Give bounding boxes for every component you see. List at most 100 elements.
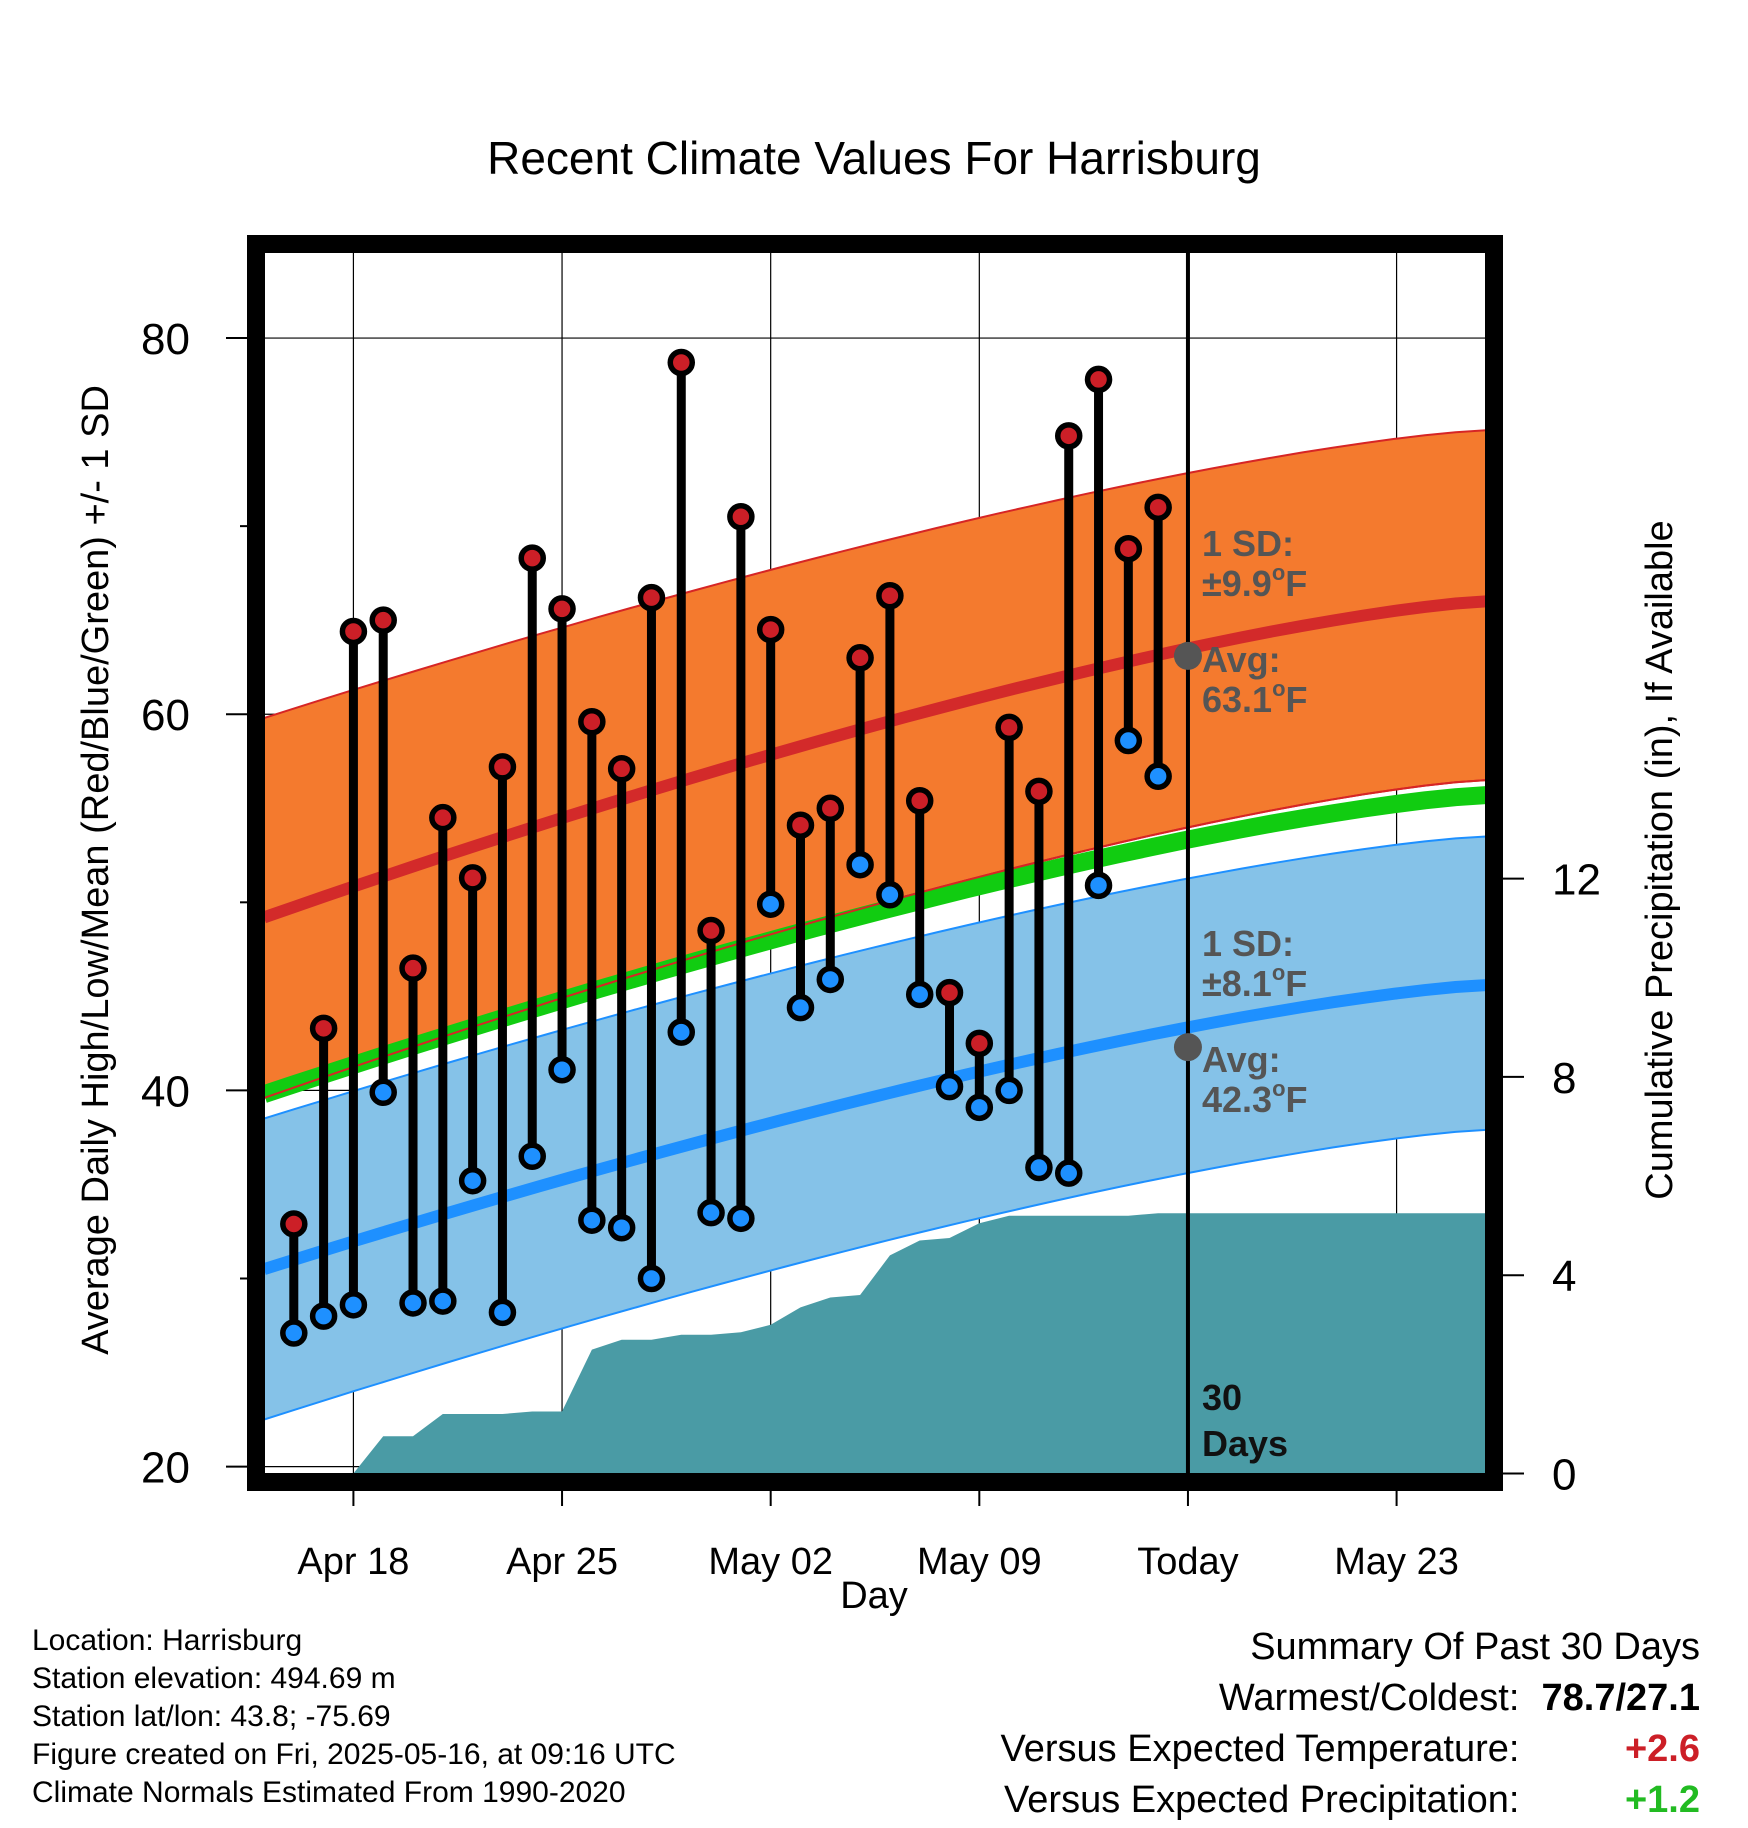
low-point	[518, 1142, 546, 1170]
high-point	[458, 864, 487, 892]
low-point	[1054, 1159, 1083, 1187]
high-point	[637, 583, 666, 612]
high-point	[488, 753, 517, 781]
today-high-avg-marker	[1173, 641, 1202, 670]
low-point	[697, 1198, 725, 1227]
high-point	[935, 978, 964, 1007]
period-label-number: 30	[1202, 1377, 1242, 1418]
low-point	[667, 1018, 696, 1046]
high-point	[1114, 534, 1143, 563]
low-point	[429, 1287, 457, 1315]
low-point	[548, 1055, 576, 1084]
high-point	[548, 595, 576, 623]
high-point	[995, 713, 1023, 742]
low-point	[905, 980, 934, 1009]
high-sd-label: 1 SD:	[1202, 523, 1294, 564]
temp-row: Versus Expected Temperature: +2.6	[1001, 1724, 1700, 1775]
precip-label: Versus Expected Precipitation:	[1004, 1779, 1520, 1821]
climate-chart: Recent Climate Values For Harrisburg 1 S…	[75, 132, 1681, 1617]
high-point	[339, 617, 368, 646]
high-avg-label: Avg:	[1202, 639, 1281, 680]
y-tick-label: 40	[141, 1067, 190, 1116]
low-point	[488, 1298, 517, 1327]
high-point	[280, 1210, 308, 1238]
y-tick-label: 20	[141, 1444, 190, 1493]
plot-area	[264, 244, 1486, 1476]
low-point	[876, 881, 904, 909]
high-point	[697, 916, 725, 945]
y2-tick-label: 0	[1552, 1451, 1576, 1500]
y2-tick-label: 4	[1552, 1252, 1576, 1301]
low-point	[1144, 762, 1172, 791]
high-point	[786, 811, 815, 839]
high-point	[607, 755, 636, 783]
low-point	[458, 1166, 487, 1195]
x-tick-label: Today	[1137, 1541, 1238, 1583]
high-avg-value: 63.1oF	[1202, 676, 1308, 720]
summary-panel: Summary Of Past 30 Days Warmest/Coldest:…	[1001, 1622, 1700, 1826]
y-tick-label: 60	[141, 691, 190, 740]
temp-label: Versus Expected Temperature:	[1000, 1728, 1520, 1770]
low-point	[935, 1072, 964, 1101]
low-point	[399, 1289, 427, 1317]
created-text: Figure created on Fri, 2025-05-16, at 09…	[32, 1738, 676, 1771]
high-point	[667, 348, 696, 377]
precipitation-area	[353, 1213, 1486, 1476]
y2-tick-label: 12	[1552, 856, 1601, 905]
high-point	[846, 644, 874, 672]
high-point	[518, 544, 546, 572]
low-sd-value: ±8.1oF	[1202, 960, 1307, 1004]
high-point	[1144, 493, 1172, 522]
low-point	[637, 1264, 666, 1293]
low-point	[727, 1204, 755, 1233]
high-point	[965, 1029, 994, 1058]
y2-tick-label: 8	[1552, 1054, 1576, 1103]
high-point	[816, 794, 845, 823]
low-point	[995, 1076, 1023, 1105]
low-point	[786, 993, 815, 1022]
low-point	[369, 1078, 397, 1107]
low-point	[846, 850, 874, 879]
high-point	[727, 502, 755, 531]
period-label-unit: Days	[1202, 1423, 1288, 1464]
x-tick-label: Apr 18	[297, 1541, 409, 1583]
station-info: Location: Harrisburg Station elevation: …	[32, 1622, 676, 1812]
warm-cold-value: 78.7/27.1	[1541, 1677, 1700, 1719]
temp-value: +2.6	[1624, 1728, 1700, 1770]
elevation-text: Station elevation: 494.69 m	[32, 1662, 396, 1695]
high-sd-value: ±9.9oF	[1202, 560, 1307, 604]
high-point	[309, 1014, 338, 1043]
high-point	[369, 606, 397, 634]
high-point	[905, 787, 934, 815]
high-point	[1054, 422, 1083, 450]
low-point	[1025, 1153, 1053, 1182]
low-point	[309, 1302, 338, 1330]
high-point	[1025, 777, 1053, 806]
high-sd-lower-edge	[264, 779, 1486, 1099]
precip-value: +1.2	[1624, 1779, 1700, 1821]
chart-title: Recent Climate Values For Harrisburg	[487, 132, 1261, 184]
high-point	[756, 615, 785, 644]
low-point	[816, 965, 845, 994]
latlon-text: Station lat/lon: 43.8; -75.69	[32, 1700, 391, 1733]
warm-cold-label: Warmest/Coldest:	[1218, 1677, 1520, 1719]
y-axis-label: Average Daily High/Low/Mean (Red/Blue/Gr…	[75, 385, 117, 1355]
x-tick-label: May 02	[708, 1541, 833, 1583]
x-tick-label: May 09	[917, 1541, 1042, 1583]
high-point	[399, 954, 427, 982]
today-low-avg-marker	[1173, 1033, 1202, 1062]
low-avg-label: Avg:	[1202, 1039, 1281, 1080]
y-tick-label: 80	[141, 315, 190, 364]
plot-frame	[247, 235, 1503, 1491]
y2-axis-label: Cumulative Precipitation (in), If Availa…	[1639, 520, 1681, 1199]
low-point	[578, 1206, 606, 1234]
low-sd-label: 1 SD:	[1202, 923, 1294, 964]
precip-row: Versus Expected Precipitation: +1.2	[1001, 1775, 1700, 1826]
summary-title: Summary Of Past 30 Days	[1250, 1626, 1700, 1668]
low-point	[1114, 726, 1143, 755]
high-point	[876, 581, 904, 610]
low-point	[607, 1213, 636, 1242]
high-point	[1084, 365, 1113, 394]
low-point	[339, 1291, 368, 1319]
x-tick-label: Apr 25	[506, 1541, 618, 1583]
